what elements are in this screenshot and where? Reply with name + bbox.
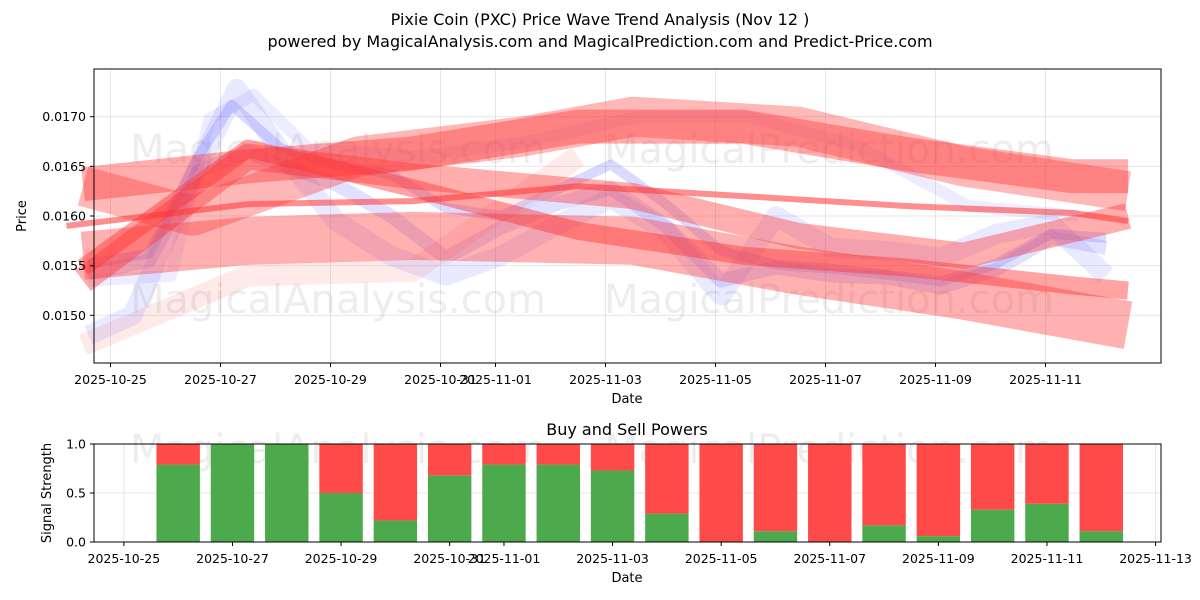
- buy-power-bar: [862, 525, 906, 542]
- price-plot-area: [94, 69, 1161, 363]
- sell-power-bar: [645, 444, 689, 514]
- series-red-band-3: [80, 211, 1133, 349]
- buy-sell-y-tick-label: 0.0: [66, 535, 86, 550]
- buy-sell-x-tick-label: 2025-11-03: [576, 551, 649, 566]
- buy-sell-y-tick-label: 1.0: [66, 437, 86, 452]
- price-y-tick-label: 0.0150: [42, 308, 86, 323]
- price-x-tick-label: 2025-11-05: [679, 372, 752, 387]
- price-x-tick-label: 2025-11-11: [1009, 372, 1082, 387]
- buy-sell-x-tick-label: 2025-11-11: [1011, 551, 1084, 566]
- sell-power-bar: [916, 444, 961, 537]
- price-gridlines: [94, 69, 1161, 363]
- price-x-tick-label: 2025-10-27: [184, 372, 257, 387]
- sell-power-bar: [482, 444, 526, 465]
- price-y-tick-label: 0.0160: [42, 209, 86, 224]
- price-x-tick-label: 2025-11-07: [789, 372, 862, 387]
- buy-sell-y-tick-label: 0.5: [66, 486, 86, 501]
- series-red-band-5: [77, 139, 1129, 300]
- price-x-axis: 2025-10-25 2025-10-27 2025-10-29 2025-10-31…: [74, 363, 1082, 387]
- buy-sell-x-tick-label: 2025-11-13: [1119, 551, 1192, 566]
- buy-power-bar: [482, 464, 526, 542]
- buy-power-bar: [645, 513, 689, 542]
- buy-sell-x-tick-label: 2025-10-25: [88, 551, 161, 566]
- buy-sell-bars: [156, 444, 1123, 542]
- price-wave-chart: MagicalAnalysis.com MagicalPrediction.co…: [15, 68, 1162, 407]
- buy-power-bar: [1079, 531, 1123, 542]
- sell-power-bar: [699, 444, 743, 542]
- chart-title-line2: powered by MagicalAnalysis.com and Magic…: [267, 32, 932, 51]
- buy-power-bar: [156, 464, 200, 542]
- price-x-axis-label: Date: [611, 392, 642, 407]
- price-y-tick-label: 0.0165: [42, 159, 86, 174]
- sell-power-bar: [319, 444, 363, 493]
- series-blue-wave-3: [84, 78, 1113, 345]
- series-red-trend-center: [66, 183, 1129, 229]
- buy-power-bar: [427, 475, 472, 542]
- sell-power-bar: [590, 444, 635, 471]
- sell-power-bar: [753, 444, 798, 532]
- price-x-tick-label: 2025-11-01: [459, 372, 532, 387]
- buy-power-bar: [590, 470, 635, 542]
- buy-sell-chart: Buy and Sell Powers MagicalAnalysis.com …: [40, 420, 1192, 586]
- sell-power-bar: [536, 444, 580, 465]
- series-blue-wave-4: [88, 88, 1080, 287]
- buy-sell-y-axis: 0.0 0.5 1.0: [66, 437, 94, 550]
- buy-sell-y-axis-label: Signal Strength: [40, 443, 55, 543]
- series-red-band-6: [78, 147, 585, 356]
- buy-sell-x-axis: 2025-10-25 2025-10-27 2025-10-29 2025-10-31…: [88, 542, 1192, 566]
- buy-power-bar: [373, 520, 418, 542]
- buy-power-bar: [753, 531, 798, 542]
- price-y-tick-label: 0.0155: [42, 258, 86, 273]
- buy-power-bar: [319, 493, 363, 542]
- watermark-prediction-mid: MagicalPrediction.com: [604, 277, 1054, 323]
- price-x-tick-label: 2025-10-31: [404, 372, 477, 387]
- price-y-tick-label: 0.0170: [42, 109, 86, 124]
- buy-sell-x-axis-label: Date: [611, 571, 642, 586]
- sell-power-bar: [156, 444, 200, 465]
- sell-power-bar: [862, 444, 906, 526]
- sell-power-bar: [970, 444, 1015, 510]
- buy-power-bar: [265, 444, 309, 542]
- buy-sell-x-tick-label: 2025-11-07: [793, 551, 866, 566]
- price-y-axis-label: Price: [15, 200, 30, 232]
- price-x-tick-label: 2025-10-25: [74, 372, 147, 387]
- chart-title-line1: Pixie Coin (PXC) Price Wave Trend Analys…: [391, 10, 810, 29]
- series-red-band-4: [75, 143, 1132, 291]
- sell-power-bar: [1079, 444, 1123, 532]
- sell-power-bar: [1025, 444, 1069, 504]
- sell-power-bar: [373, 444, 418, 521]
- buy-sell-x-tick-label: 2025-11-01: [468, 551, 541, 566]
- watermark-prediction-top: MagicalPrediction.com: [604, 127, 1054, 173]
- price-x-tick-label: 2025-11-09: [899, 372, 972, 387]
- buy-sell-x-tick-label: 2025-10-27: [196, 551, 269, 566]
- watermark-analysis-top: MagicalAnalysis.com: [130, 127, 546, 173]
- price-wave-series: [66, 78, 1133, 356]
- series-blue-wave-2: [87, 144, 1108, 295]
- buy-power-bar: [1025, 503, 1069, 542]
- series-red-band-1: [81, 109, 1128, 202]
- buy-sell-x-tick-label: 2025-10-29: [305, 551, 378, 566]
- buy-sell-x-tick-label: 2025-11-05: [685, 551, 758, 566]
- sell-power-bar: [427, 444, 472, 476]
- buy-power-bar: [536, 464, 580, 542]
- price-x-tick-label: 2025-11-03: [569, 372, 642, 387]
- buy-power-bar: [210, 444, 255, 542]
- buy-power-bar: [916, 536, 961, 542]
- price-x-tick-label: 2025-10-29: [294, 372, 367, 387]
- buy-sell-x-tick-label: 2025-11-09: [902, 551, 975, 566]
- series-blue-wave-1: [87, 99, 1107, 287]
- watermark-analysis-mid: MagicalAnalysis.com: [130, 277, 546, 323]
- buy-sell-title: Buy and Sell Powers: [546, 420, 708, 439]
- buy-power-bar: [970, 509, 1015, 542]
- sell-power-bar: [808, 444, 852, 542]
- price-y-axis: 0.0150 0.0155 0.0160 0.0165 0.0170: [42, 109, 94, 323]
- buy-sell-x-tick-label: 2025-10-31: [413, 551, 486, 566]
